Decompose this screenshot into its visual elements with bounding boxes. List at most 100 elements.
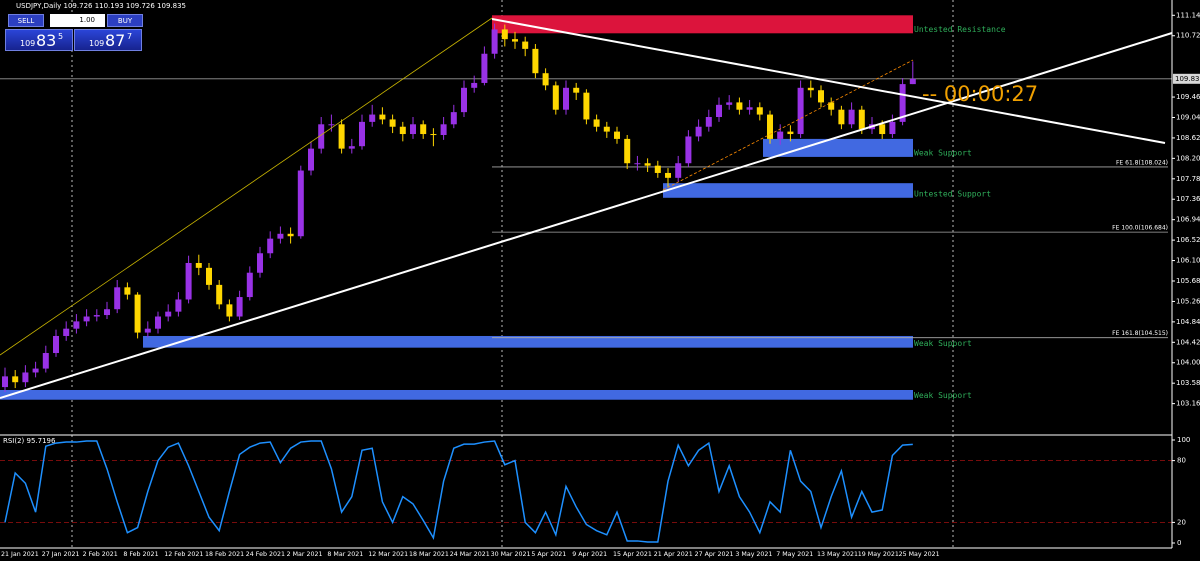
x-tick-label: 7 May 2021 (776, 551, 813, 558)
candle-body (603, 126, 610, 132)
sell-button[interactable]: SELL (8, 14, 44, 27)
candle-body (726, 102, 733, 105)
bid-main: 83 (36, 31, 57, 50)
zone-label: Weak Support (914, 339, 972, 348)
candle-body (654, 165, 661, 173)
candle-body (695, 126, 702, 137)
zone-label: Weak Support (914, 148, 972, 157)
y-tick-label: 107.36 (1176, 195, 1200, 203)
candle-body (359, 121, 365, 147)
y-tick-label: 106.94 (1176, 216, 1200, 224)
current-price-label: 109.835 (1175, 75, 1200, 83)
candle-body (573, 87, 580, 93)
candle-body (716, 104, 722, 118)
symbol-info: USDJPY,Daily 109.726 110.193 109.726 109… (16, 2, 186, 10)
candle-body (42, 353, 49, 369)
candle-body (634, 163, 641, 165)
candle-body (104, 309, 110, 316)
sr-zone (763, 138, 913, 157)
candle-body (83, 316, 90, 322)
candle-body (491, 29, 498, 54)
x-tick-label: 30 Mar 2021 (491, 551, 531, 558)
candle-body (889, 121, 896, 135)
candle-body (267, 238, 274, 254)
fib-label: FE 161.8(104.515) (1112, 330, 1168, 337)
candle-body (2, 376, 8, 388)
candle-body (644, 163, 651, 166)
zone-label: Untested Support (914, 189, 991, 198)
candle-body (705, 117, 712, 127)
candle-body (420, 124, 427, 135)
candle-body (481, 53, 488, 83)
current-price-box (1173, 73, 1200, 84)
candle-body (216, 284, 223, 305)
y-tick-label: 20 (1177, 518, 1186, 526)
trendlines (0, 17, 1173, 399)
rsi-line (4, 440, 913, 543)
candle-body (226, 304, 233, 317)
candle-body (318, 124, 325, 149)
candle-body (338, 124, 345, 149)
x-tick-label: 24 Feb 2021 (246, 551, 285, 558)
candle-body (665, 172, 671, 178)
background-layer: Untested Resistance Weak Support Untested … (0, 0, 1172, 548)
candle-body (348, 146, 355, 149)
fib-label: FE 61.8(108.024) (1116, 159, 1168, 166)
candle-body (501, 29, 508, 40)
candle-body (583, 92, 590, 120)
trendline (0, 32, 1173, 399)
y-tick-label: 108.62 (1176, 134, 1200, 142)
candle-body (369, 114, 376, 122)
x-tick-label: 15 Apr 2021 (613, 551, 652, 558)
bid-quote[interactable]: 109 83 5 (5, 29, 73, 51)
candle-body (236, 297, 243, 317)
lot-size-input[interactable]: 1.00 (50, 14, 105, 27)
candle-body (277, 233, 284, 239)
ask-main: 87 (105, 31, 126, 50)
x-tick-label: 2 Mar 2021 (287, 551, 323, 558)
candle-body (450, 112, 457, 125)
candle-body (134, 294, 141, 333)
candle-body (807, 87, 814, 91)
channel-line (662, 59, 914, 191)
candles-layer (2, 23, 916, 543)
x-tick-label: 2 Feb 2021 (83, 551, 118, 558)
candle-body (767, 114, 773, 139)
candle-body (12, 376, 19, 383)
y-tick-label: 108.200 (1176, 154, 1200, 162)
candle-body (206, 267, 212, 285)
buy-button[interactable]: BUY (107, 14, 143, 27)
candle-body (32, 368, 39, 373)
candle-body (257, 253, 263, 273)
candle-body (155, 316, 161, 329)
y-tick-label: 104.84 (1176, 318, 1200, 326)
y-tick-label: 104.42 (1176, 338, 1200, 346)
y-tick-label: 110.72 (1176, 32, 1200, 40)
candle-body (522, 41, 529, 49)
candle-body (899, 84, 906, 122)
candle-body (828, 102, 835, 110)
candle-body (563, 87, 569, 110)
y-tick-label: 111.14 (1176, 11, 1200, 19)
candle-body (879, 124, 886, 135)
candle-body (858, 109, 865, 130)
candle-body (195, 262, 202, 268)
sr-zone (143, 335, 913, 348)
candle-body (756, 107, 763, 115)
x-tick-label: 18 Feb 2021 (205, 551, 244, 558)
candle-body (93, 315, 100, 317)
x-tick-label: 9 Apr 2021 (572, 551, 607, 558)
y-tick-label: 103.58 (1176, 379, 1200, 387)
y-tick-label: 109.460 (1176, 93, 1200, 101)
candle-body (593, 119, 600, 127)
candle-body (430, 134, 437, 136)
candle-body (379, 114, 386, 120)
x-tick-label: 24 Mar 2021 (450, 551, 490, 558)
y-tick-label: 104.000 (1176, 359, 1200, 367)
candle-body (818, 90, 824, 103)
ask-quote[interactable]: 109 87 7 (74, 29, 142, 51)
y-tick-label: 106.100 (1176, 257, 1200, 265)
